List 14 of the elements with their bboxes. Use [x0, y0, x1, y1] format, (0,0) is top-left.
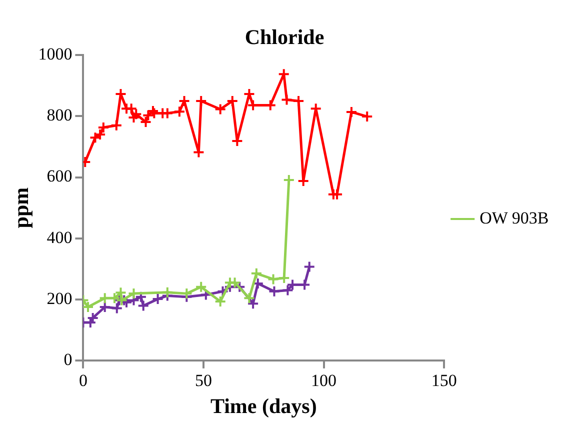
x-tick-label: 100	[311, 371, 337, 390]
y-tick-label: 600	[46, 166, 72, 186]
y-axis-title: ppm	[9, 186, 34, 228]
y-tick-label: 800	[46, 106, 72, 125]
x-tick-label: 50	[194, 371, 212, 390]
x-tick-label: 150	[431, 371, 457, 390]
x-axis-title: Time (days)	[210, 394, 317, 418]
y-tick-label: 200	[46, 288, 72, 308]
x-tick-label: 0	[78, 371, 88, 390]
y-tick-label: 0	[64, 350, 72, 369]
y-tick-label: 400	[46, 228, 72, 247]
legend-label: OW 903B	[480, 208, 549, 228]
y-tick-label: 1000	[38, 44, 72, 64]
chart-title: Chloride	[244, 25, 324, 50]
